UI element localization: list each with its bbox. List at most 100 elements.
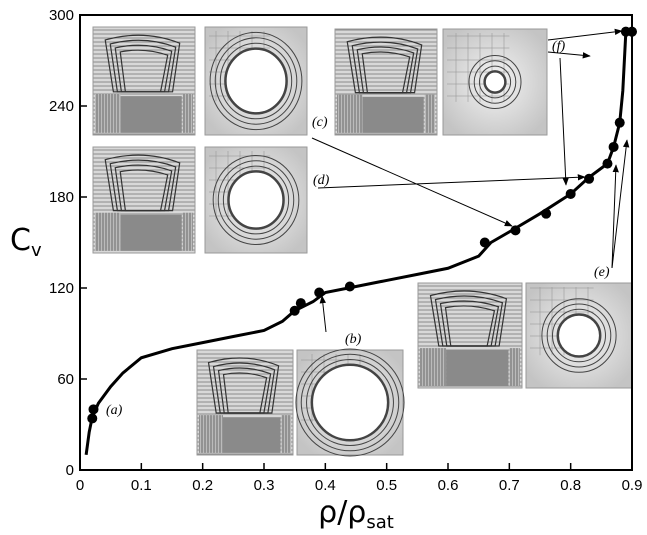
y-label-sub: v	[31, 240, 42, 261]
inset-contour	[114, 44, 173, 93]
data-point	[627, 26, 637, 37]
arrow	[547, 28, 623, 41]
inset-wall	[95, 212, 121, 251]
arrow	[611, 139, 630, 269]
inset-contour	[473, 60, 517, 104]
inset-block	[222, 417, 281, 453]
y-tick-label: 300	[49, 7, 74, 24]
inset-contour	[212, 154, 300, 246]
arrows	[311, 28, 630, 333]
inset-contour	[306, 358, 394, 447]
data-point	[289, 305, 300, 316]
data-point	[295, 298, 306, 309]
y-tick-label: 120	[49, 280, 74, 297]
inset-contour	[207, 357, 280, 414]
arrow	[611, 164, 619, 269]
x-tick-label: 0.7	[499, 477, 520, 494]
y-tick-label: 240	[49, 98, 74, 115]
inset-wall	[281, 415, 292, 453]
y-axis-label: Cv	[10, 223, 42, 261]
inset-contour	[222, 165, 290, 235]
inset-contour	[310, 363, 390, 442]
inset-contour	[346, 36, 423, 94]
inset-contour	[119, 169, 169, 212]
annotation: (c)	[312, 115, 328, 130]
data-point	[614, 117, 625, 128]
y-label-main: C	[10, 223, 31, 258]
inset-contour	[546, 303, 612, 368]
data-point	[314, 287, 325, 298]
inset-wall	[424, 94, 435, 133]
inset-contour	[478, 65, 512, 99]
insets	[92, 26, 633, 457]
inset-wall	[199, 415, 223, 453]
inset-wall	[95, 93, 121, 133]
inset-contour	[444, 305, 496, 347]
inset-contour	[217, 367, 272, 414]
data-point	[344, 281, 355, 292]
data-point	[479, 237, 490, 248]
x-tick-label: 0.6	[438, 477, 459, 494]
inset-contour	[429, 290, 508, 347]
data-point	[510, 225, 521, 236]
x-tick-label: 0.8	[560, 477, 581, 494]
y-tick-label: 0	[66, 462, 74, 479]
annotation: (b)	[345, 332, 362, 347]
x-tick-label: 0	[76, 477, 84, 494]
x-label-main: ρ/ρ	[318, 495, 366, 530]
inset-contour	[468, 55, 522, 109]
inset-block	[446, 350, 509, 386]
data-point	[608, 141, 619, 152]
annotation: (a)	[106, 403, 123, 418]
inset-block	[362, 96, 424, 133]
inset-wall	[182, 93, 193, 133]
x-axis-label: ρ/ρsat	[318, 495, 394, 533]
inset-contour	[212, 362, 276, 414]
inset-contour	[295, 348, 405, 457]
inset-contour	[434, 295, 504, 347]
y-tick-label: 60	[57, 371, 74, 388]
data-point	[565, 188, 576, 199]
data-point	[584, 173, 595, 184]
arrow	[311, 137, 513, 227]
data-point	[88, 404, 99, 415]
inset-contour	[104, 34, 181, 93]
annotation: (d)	[313, 173, 330, 188]
x-tick-label: 0.4	[315, 477, 336, 494]
inset-contour	[222, 372, 268, 414]
inset-contour	[209, 31, 303, 131]
inset-contour	[217, 160, 295, 240]
inset-contour	[300, 353, 400, 452]
inset-contour	[483, 70, 507, 94]
inset-contour	[356, 46, 415, 94]
inset-contour	[351, 41, 419, 94]
inset-contour	[114, 164, 173, 212]
inset-contour	[214, 37, 298, 125]
data-point	[541, 208, 552, 219]
arrow	[317, 174, 586, 189]
y-tick-label: 180	[49, 189, 74, 206]
inset-contour	[439, 300, 500, 347]
arrow	[319, 295, 327, 333]
inset-wall	[182, 212, 193, 251]
x-label-sub: sat	[366, 512, 393, 533]
x-tick-label: 0.1	[131, 477, 152, 494]
inset-wall	[420, 348, 446, 386]
inset-block	[120, 214, 182, 251]
inset-contour	[224, 47, 288, 115]
inset-contour	[219, 42, 293, 120]
inset-contour	[552, 308, 606, 363]
inset-contour	[556, 313, 602, 358]
inset-contour	[109, 159, 177, 212]
x-tick-label: 0.5	[376, 477, 397, 494]
x-tick-label: 0.3	[254, 477, 275, 494]
data-point	[602, 158, 613, 169]
inset-wall	[509, 348, 520, 386]
x-tick-label: 0.9	[622, 477, 643, 494]
inset-contour	[119, 49, 169, 93]
arrow	[559, 57, 569, 186]
inset-contour	[227, 170, 285, 230]
inset-contour	[109, 39, 177, 93]
